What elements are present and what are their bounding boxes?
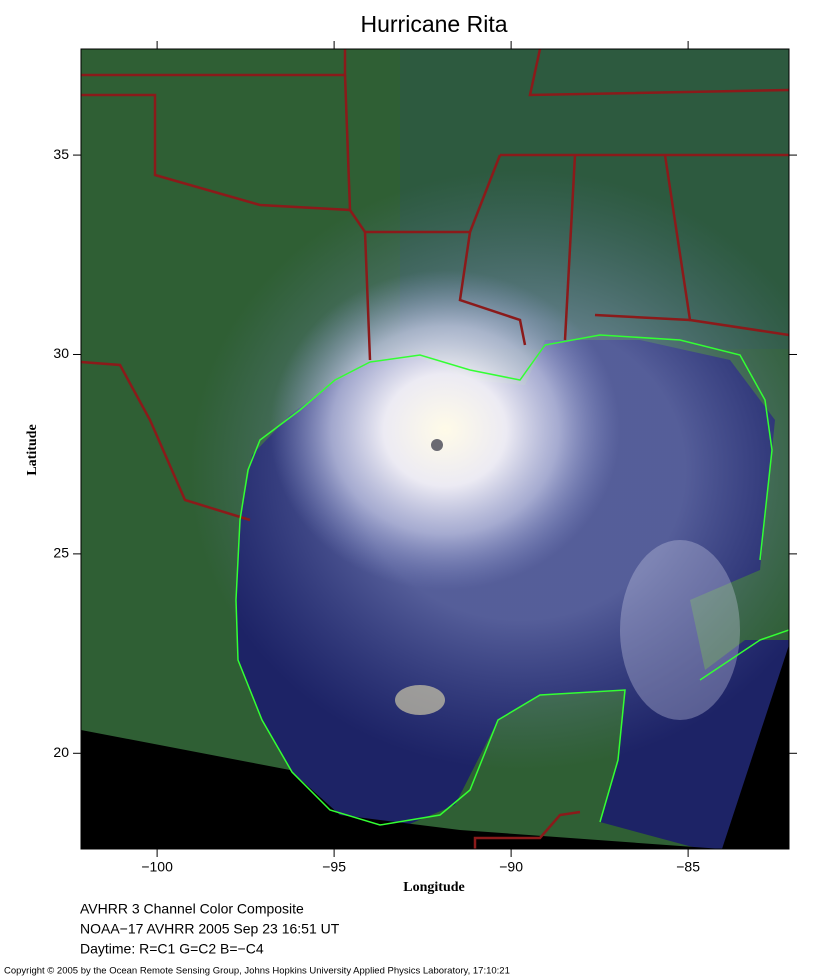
y-tick-label: 35 <box>53 146 69 162</box>
caption-line: AVHRR 3 Channel Color Composite <box>80 901 304 917</box>
state-borders <box>81 49 789 849</box>
x-tick-label: −95 <box>322 859 346 875</box>
y-tick-label: 25 <box>53 545 69 561</box>
coastline <box>235 334 789 826</box>
copyright: Copyright © 2005 by the Ocean Remote Sen… <box>4 966 510 977</box>
y-tick-label: 20 <box>53 744 69 760</box>
x-tick-label: −90 <box>499 859 523 875</box>
x-axis-label: Longitude <box>403 880 464 895</box>
caption-line: NOAA−17 AVHRR 2005 Sep 23 16:51 UT <box>80 921 340 937</box>
x-tick-label: −100 <box>141 859 173 875</box>
caption-line: Daytime: R=C1 G=C2 B=−C4 <box>80 941 264 957</box>
x-tick-label: −85 <box>676 859 700 875</box>
y-tick-label: 30 <box>53 345 69 361</box>
y-axis-label: Latitude <box>25 424 40 475</box>
title: Hurricane Rita <box>361 11 508 37</box>
satellite-image <box>81 49 789 849</box>
plot-frame <box>80 48 790 850</box>
